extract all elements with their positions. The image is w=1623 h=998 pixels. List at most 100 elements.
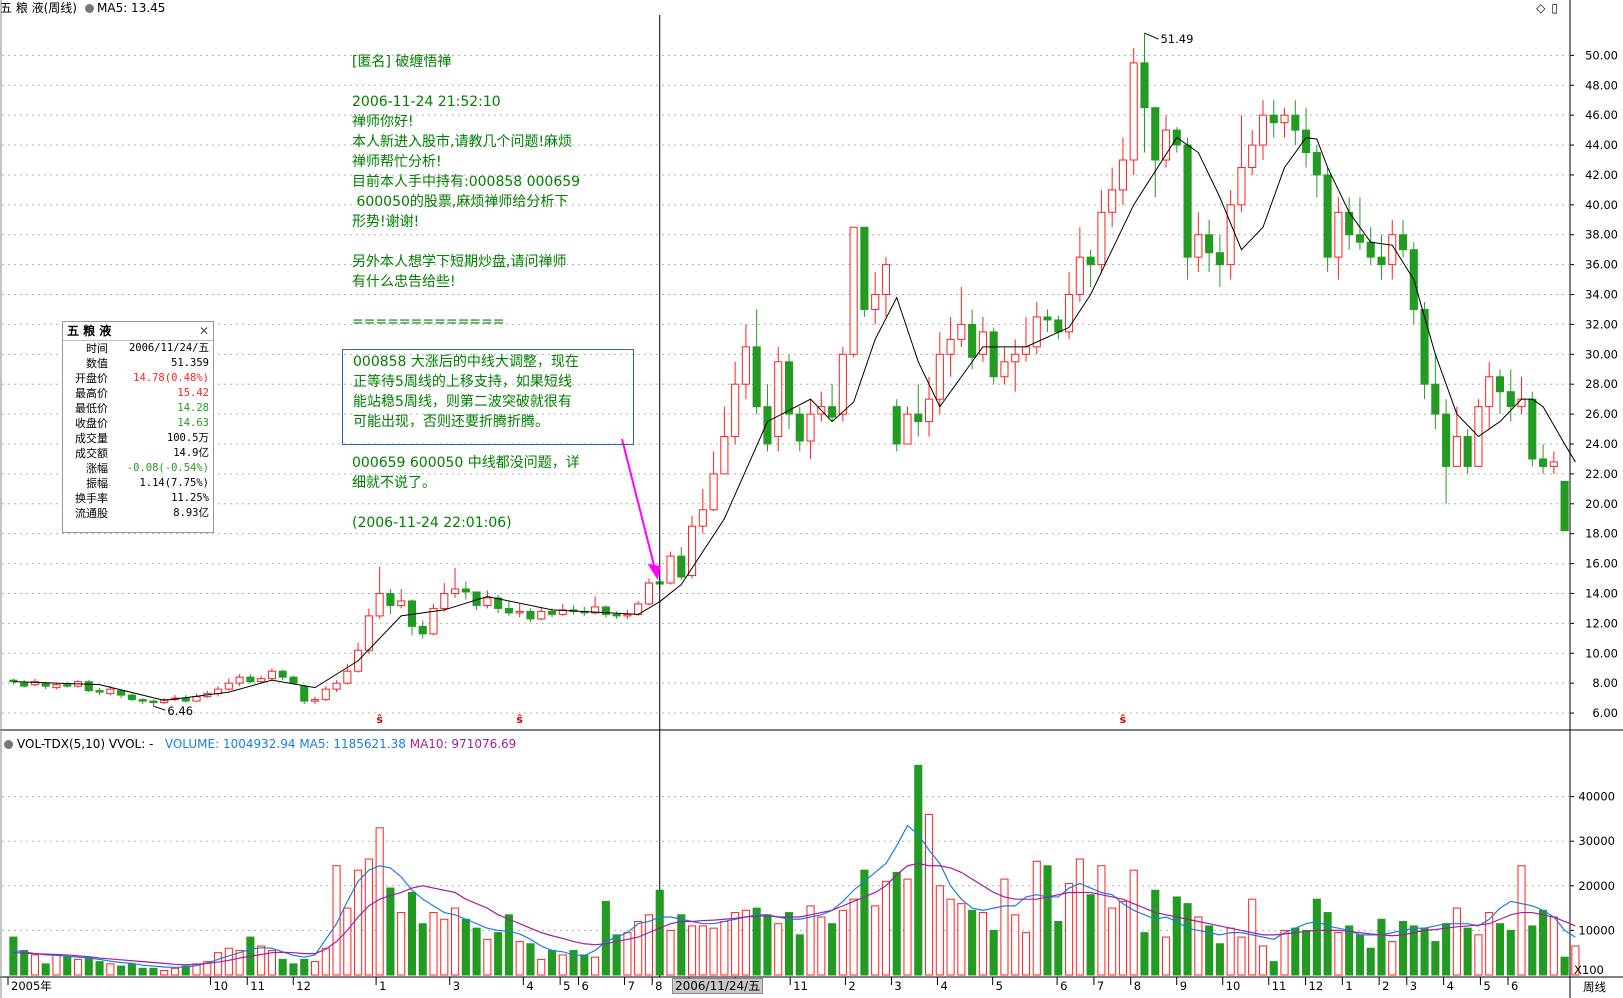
candle-body-down: [1539, 458, 1548, 467]
volume-bar-up: [1129, 869, 1138, 976]
volume-bar-down: [1054, 920, 1063, 976]
volume-bar-down: [1302, 929, 1311, 976]
volume-bar-down: [1183, 903, 1192, 976]
ma-label: MA5: 13.45: [97, 1, 166, 15]
volume-bar-down: [1431, 941, 1440, 976]
info-rows: 时间 2006/11/24/五 数值 51.359 开盘价 14.78(0.48%) 最高价…: [63, 341, 213, 521]
s-marker-icon: ŝ: [1120, 713, 1127, 726]
volume-bar-down: [1560, 956, 1569, 976]
candle-body-down: [1291, 114, 1300, 131]
volume-bar-up: [1474, 934, 1483, 976]
volume-bar-up: [310, 961, 320, 976]
candle-body-up: [1065, 294, 1074, 333]
volume-bar-down: [1312, 898, 1321, 976]
volume-bar-down: [784, 912, 794, 976]
volume-bar-down: [1398, 920, 1408, 976]
candle-body-down: [1495, 376, 1505, 393]
candle-body-down: [95, 690, 104, 693]
volume-bar-up: [1517, 865, 1526, 976]
info-row-label: 成交量: [75, 432, 108, 445]
volume-bar-down: [300, 958, 309, 976]
volume-bar-down: [472, 927, 481, 976]
volume-bar-up: [687, 925, 697, 976]
volume-bar-down: [601, 900, 610, 976]
candle-body-down: [1355, 234, 1364, 243]
x-tick-label: 3: [894, 979, 901, 993]
candle-body-down: [1366, 241, 1375, 258]
volume-bar-down: [1355, 934, 1364, 976]
volume-bar-down: [181, 965, 190, 976]
volume-bar-up: [1248, 898, 1257, 976]
volume-bar-up: [73, 958, 83, 976]
volume-bar-up: [257, 945, 266, 976]
candle-body-down: [1398, 234, 1408, 251]
volume-bar-up: [1549, 916, 1558, 976]
volume-bar-up: [698, 925, 707, 976]
volume-bar-up: [451, 907, 460, 976]
info-box-header[interactable]: 五 粮 液 ✕: [63, 322, 213, 341]
x-tick-label: 2: [1382, 979, 1389, 993]
candle-body-down: [1312, 152, 1321, 176]
indicator-dot-icon[interactable]: [85, 4, 94, 13]
candle-body-down: [418, 625, 427, 635]
volume-bar-up: [429, 912, 438, 976]
price-tick-label: 30.00: [1585, 347, 1618, 361]
volume-dot-icon[interactable]: [4, 740, 13, 749]
volume-bar-up: [903, 878, 912, 976]
volume-bar-up: [203, 961, 212, 976]
info-box-title: 五 粮 液: [67, 324, 112, 338]
volume-bar-up: [1280, 929, 1289, 976]
candle-body-down: [601, 606, 610, 615]
x-tick-label: 2: [848, 979, 855, 993]
close-icon[interactable]: ✕: [198, 324, 209, 338]
candle-body-down: [1086, 256, 1095, 266]
candle-body-up: [30, 681, 39, 686]
candle-body-down: [1377, 256, 1386, 266]
x-tick-label: 11: [793, 979, 808, 993]
candle-body-down: [784, 361, 794, 415]
volume-bar-down: [1539, 909, 1548, 976]
volume-header: VOL-TDX(5,10) VVOL: - VOLUME: 1004932.94…: [4, 736, 516, 752]
candle-body-up: [871, 294, 880, 310]
candle-body-up: [946, 338, 955, 355]
volume-bar-down: [1151, 889, 1160, 976]
volume-bar-down: [1140, 932, 1149, 976]
candle-body-down: [1528, 398, 1537, 460]
volume-bar-down: [1086, 894, 1095, 976]
vol-ma10: MA10: 971076.69: [409, 737, 517, 751]
candle-body-up: [558, 609, 567, 615]
info-row: 最高价 15.42: [63, 386, 213, 401]
candle-body-up: [978, 331, 987, 355]
candle-body-down: [1140, 62, 1149, 109]
price-ma5-line: [13, 136, 1576, 701]
info-row-value: 1.14(7.75%): [139, 477, 209, 489]
volume-bar-down: [127, 963, 136, 976]
note-top: [匿名] 破缠悟禅 2006-11-24 21:52:10 禅师你好! 本人新进…: [352, 54, 581, 330]
diamond-icon[interactable]: ◇: [1536, 1, 1546, 15]
price-tick-label: 38.00: [1585, 228, 1618, 242]
vol-ma5: MA5: 1185621.38: [299, 737, 406, 751]
stock-title: 五 粮 液(周线): [0, 1, 77, 15]
candle-body-down: [1054, 319, 1063, 333]
x-tick-label: 7: [1097, 979, 1104, 993]
volume-bar-up: [160, 970, 169, 976]
volume-bar-down: [1366, 947, 1375, 976]
info-row-value: 2006/11/24/五: [128, 342, 209, 354]
price-tick-label: 22.00: [1585, 467, 1618, 481]
panel-icon[interactable]: ▯: [1551, 1, 1558, 15]
info-box[interactable]: 五 粮 液 ✕ 时间 2006/11/24/五 数值 51.359 开盘价 14.78(0.…: [62, 321, 214, 533]
candle-body-up: [881, 264, 891, 296]
volume-bar-down: [41, 963, 50, 976]
volume-bar-up: [817, 916, 826, 976]
vol-value: VOLUME: 1004932.94: [164, 737, 296, 751]
info-row: 流通股 8.93亿: [63, 506, 213, 521]
candle-body-down: [968, 323, 977, 358]
candle-body-down: [828, 406, 837, 418]
s-marker-icon: ŝ: [376, 713, 383, 726]
volume-bar-down: [289, 963, 298, 976]
candle-body-up: [321, 688, 330, 701]
window-controls[interactable]: ◇ ▯: [1536, 0, 1564, 16]
volume-bar-down: [63, 956, 72, 976]
info-row-value: 14.78(0.48%): [133, 372, 209, 384]
